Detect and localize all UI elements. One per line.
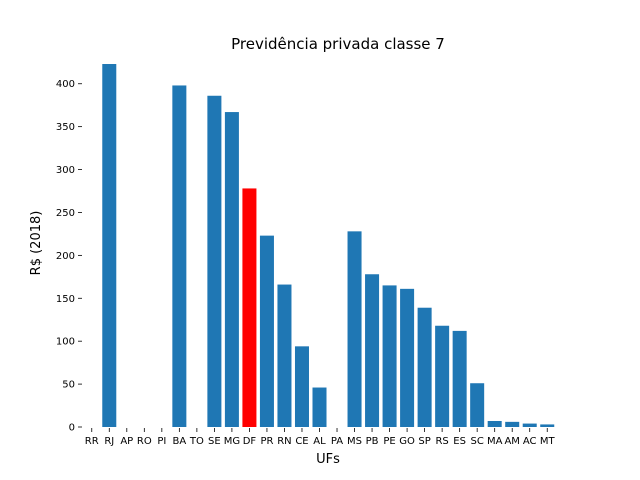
x-tick-label-sp: SP — [418, 436, 430, 447]
x-tick-label-pb: PB — [366, 436, 379, 447]
bar-rs — [435, 325, 450, 427]
bar-se — [207, 95, 222, 427]
x-tick-label-ms: MS — [347, 436, 362, 447]
bar-am — [505, 421, 520, 427]
bar-pb — [365, 274, 380, 427]
bar-ms — [347, 231, 362, 427]
x-tick-label-mt: MT — [540, 436, 556, 447]
x-tick-label-ce: CE — [295, 436, 308, 447]
bar-sp — [417, 307, 432, 427]
x-tick-label-es: ES — [453, 436, 466, 447]
y-axis-label: R$ (2018) — [29, 211, 44, 276]
bar-mg — [224, 112, 239, 427]
x-tick-label-am: AM — [504, 436, 519, 447]
x-tick-label-ba: BA — [173, 436, 187, 447]
bar-ba — [172, 85, 187, 428]
y-tick-label: 250 — [56, 208, 75, 219]
x-tick-label-to: TO — [189, 436, 204, 447]
x-tick-label-rr: RR — [85, 436, 99, 447]
x-tick-label-ap: AP — [120, 436, 133, 447]
x-tick-label-se: SE — [208, 436, 221, 447]
bar-rj — [102, 64, 117, 428]
x-tick-label-al: AL — [313, 436, 326, 447]
y-tick-label: 150 — [56, 294, 75, 305]
plot-area: 0 50 100 150 200 250 300 350 400 RR RJ AP RO PI BA TO SE… — [56, 64, 556, 447]
x-tick-label-sc: SC — [470, 436, 483, 447]
y-tick-label: 300 — [56, 165, 75, 176]
y-tick-label: 100 — [56, 337, 75, 348]
bar-es — [452, 330, 467, 427]
y-tick-label: 50 — [62, 380, 75, 391]
x-tick-label-mg: MG — [224, 436, 240, 447]
y-tick-label: 400 — [56, 79, 75, 90]
x-tick-label-ro: RO — [137, 436, 152, 447]
x-tick-label-pe: PE — [383, 436, 395, 447]
x-tick-label-go: GO — [399, 436, 415, 447]
x-tick-label-rj: RJ — [104, 436, 114, 447]
bar-ma — [487, 420, 502, 427]
x-axis-label: UFs — [316, 452, 340, 467]
bar-rn — [277, 284, 292, 427]
x-tick-label-pa: PA — [331, 436, 343, 447]
y-tick-label: 200 — [56, 251, 75, 262]
bar-al — [312, 387, 327, 427]
bar-df — [242, 188, 257, 427]
y-tick-label: 0 — [69, 423, 75, 434]
bar-pe — [382, 285, 397, 427]
bar-sc — [470, 383, 485, 427]
bar-mt — [540, 424, 555, 427]
bar-pr — [259, 235, 274, 427]
x-tick-label-rs: RS — [435, 436, 448, 447]
x-tick-label-ma: MA — [487, 436, 503, 447]
x-tick-label-rn: RN — [277, 436, 291, 447]
x-tick-label-pi: PI — [157, 436, 166, 447]
x-tick-label-pr: PR — [260, 436, 273, 447]
y-tick-label: 350 — [56, 122, 75, 133]
bar-go — [400, 288, 415, 427]
bar-ac — [522, 423, 537, 427]
x-tick-label-ac: AC — [523, 436, 537, 447]
x-tick-label-df: DF — [243, 436, 257, 447]
bar-ce — [294, 346, 309, 427]
chart-title: Previdência privada classe 7 — [231, 35, 445, 53]
